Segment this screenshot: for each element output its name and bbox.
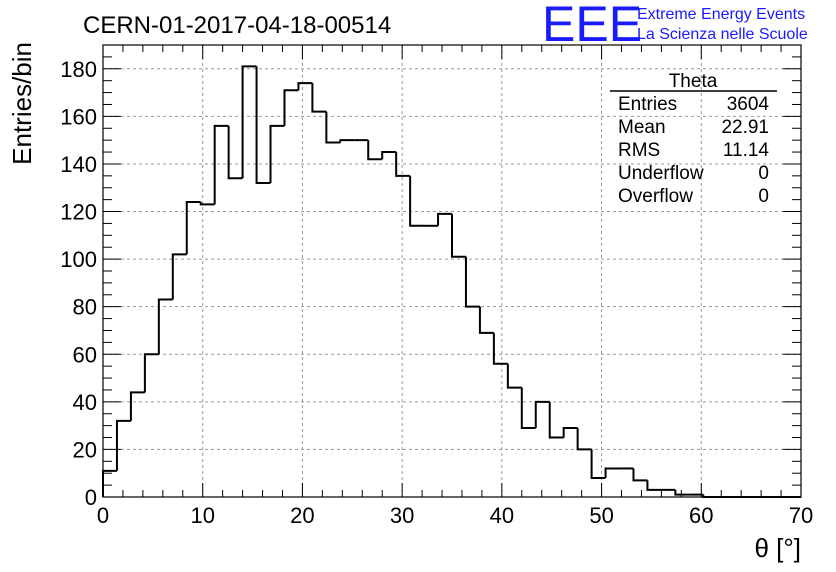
histogram-bin (632, 468, 648, 482)
x-tick-label: 10 (190, 503, 214, 528)
histogram-bin (437, 212, 452, 226)
stats-value: 22.91 (721, 117, 769, 138)
y-tick-label: 0 (85, 485, 97, 510)
x-tick-label: 50 (589, 503, 613, 528)
histogram-bin (311, 83, 327, 113)
x-tick-label: 0 (97, 503, 109, 528)
stats-label: Mean (618, 117, 666, 138)
histogram-bin (297, 82, 313, 91)
histogram-bin (381, 151, 397, 160)
logo-line-1: Extreme Energy Events (637, 6, 805, 23)
stats-box: Theta Entries 3604 Mean 22.91 RMS 11.14 Underf… (610, 71, 777, 207)
stats-label: Entries (618, 94, 677, 115)
histogram-bin (241, 65, 257, 179)
histogram-bin (199, 202, 215, 206)
histogram-bin (227, 125, 243, 180)
histogram-bin (464, 256, 480, 308)
histogram-bin (283, 89, 299, 126)
histogram-bin (646, 480, 662, 491)
y-tick-label: 120 (60, 200, 97, 225)
x-tick-label: 30 (390, 503, 414, 528)
histogram-bin (213, 124, 229, 205)
x-tick-label: 40 (490, 503, 514, 528)
stats-rows: Entries 3604 Mean 22.91 RMS 11.14 Underflow 0 Ov… (618, 94, 769, 207)
grid-lines (103, 45, 801, 497)
plot-frame (102, 44, 802, 498)
x-axis-title: θ [°] (754, 533, 801, 563)
histogram-bin (143, 353, 159, 393)
histogram-bin (590, 449, 606, 479)
histogram-bin (269, 124, 285, 183)
logo-letters: EEE (542, 0, 642, 52)
histogram-bin (562, 427, 578, 438)
y-tick-label: 40 (73, 390, 97, 415)
eee-logo: EEE Extreme Energy Events La Scienza nel… (542, 0, 808, 52)
histogram-bin (325, 111, 341, 144)
histogram-bin (409, 175, 425, 227)
y-tick-label: 60 (73, 342, 97, 367)
histogram-bin (171, 253, 187, 300)
run-title: CERN-01-2017-04-18-00514 (83, 12, 391, 39)
histogram-bin (604, 467, 620, 478)
x-tick-label: 60 (689, 503, 713, 528)
histogram-bin (102, 469, 117, 497)
histogram-bin (674, 489, 690, 496)
histogram-bin (506, 363, 522, 389)
histogram-bins (102, 65, 801, 498)
stats-label: RMS (618, 140, 660, 161)
histogram-bin (520, 387, 536, 430)
y-tick-label: 160 (60, 104, 97, 129)
stats-label: Overflow (618, 186, 693, 207)
logo-line-2: La Scienza nelle Scuole (637, 26, 808, 43)
histogram-bin (395, 152, 411, 177)
y-tick-label: 20 (73, 437, 97, 462)
tick-labels: 0 10 20 30 40 50 60 70 0 20 40 60 80 100 120 140 160 180 (60, 57, 813, 528)
histogram-bin (339, 139, 355, 143)
stats-value: 0 (758, 163, 769, 184)
histogram-bin (129, 391, 145, 421)
stats-value: 3604 (727, 94, 770, 115)
y-tick-label: 100 (60, 247, 97, 272)
histogram-bin (367, 140, 383, 161)
histogram-bin (548, 401, 564, 439)
histogram-bin (492, 332, 508, 365)
stats-label: Underflow (618, 163, 704, 184)
histogram-bin (157, 298, 173, 355)
y-tick-label: 80 (73, 295, 97, 320)
stats-title: Theta (669, 71, 718, 92)
histogram-bin (451, 213, 466, 258)
stats-value: 0 (758, 186, 769, 207)
histogram-bin (478, 306, 494, 334)
histogram-bin (115, 419, 131, 471)
axis-ticks (102, 44, 802, 498)
y-axis-title: Entries/bin (7, 42, 37, 165)
x-tick-label: 20 (290, 503, 314, 528)
histogram-bin (185, 201, 201, 255)
histogram-bin (576, 428, 592, 451)
x-tick-label: 70 (789, 503, 813, 528)
stats-value: 11.14 (723, 140, 770, 161)
y-tick-label: 180 (60, 57, 97, 82)
histogram-bin (255, 66, 271, 184)
histogram-bin (534, 400, 550, 429)
y-tick-label: 140 (60, 152, 97, 177)
